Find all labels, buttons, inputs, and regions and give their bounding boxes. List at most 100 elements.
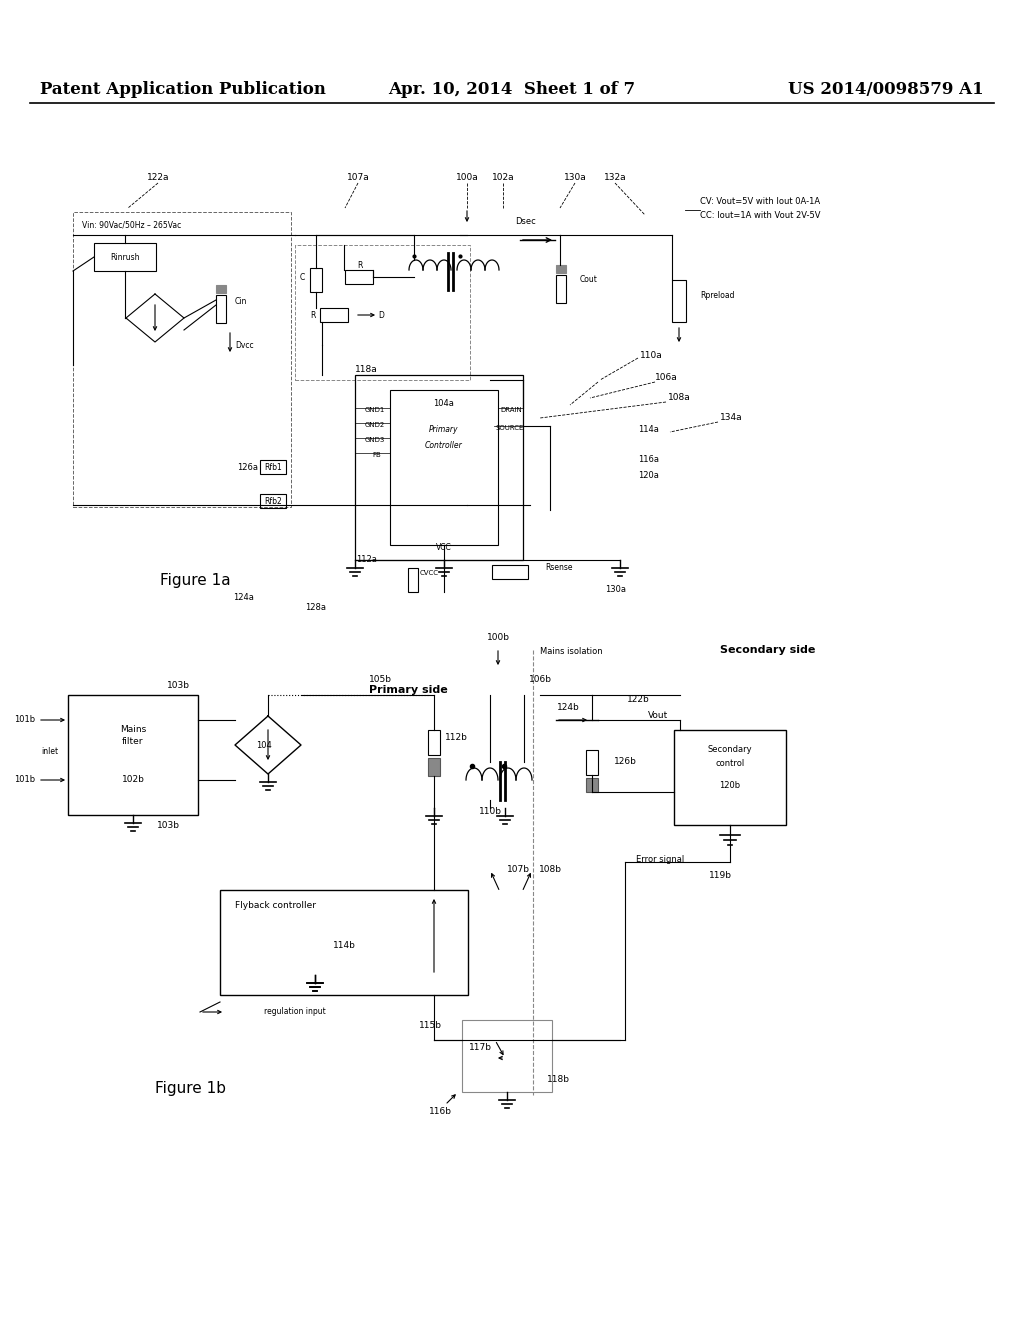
Bar <box>672 280 686 322</box>
Text: Rfb2: Rfb2 <box>264 498 282 507</box>
Text: Vin: 90Vac/50Hz – 265Vac: Vin: 90Vac/50Hz – 265Vac <box>82 220 181 230</box>
Text: R: R <box>310 310 316 319</box>
Text: 100a: 100a <box>456 173 478 182</box>
Text: CC: Iout=1A with Vout 2V-5V: CC: Iout=1A with Vout 2V-5V <box>700 210 820 219</box>
Text: 134a: 134a <box>720 413 742 422</box>
Bar <box>492 565 528 579</box>
Text: Rinrush: Rinrush <box>111 252 139 261</box>
Text: regulation input: regulation input <box>264 1007 326 1016</box>
Text: 112a: 112a <box>356 556 377 565</box>
Text: 124b: 124b <box>557 704 580 713</box>
Text: Flyback controller: Flyback controller <box>234 900 316 909</box>
Text: 118b: 118b <box>547 1076 569 1085</box>
Text: 122b: 122b <box>627 696 649 705</box>
Text: C: C <box>300 273 305 282</box>
Bar <box>556 265 566 273</box>
Text: Controller: Controller <box>425 441 463 450</box>
Text: 126b: 126b <box>614 758 637 767</box>
Bar <box>260 494 286 508</box>
Text: inlet: inlet <box>41 747 58 756</box>
Text: DRAIN: DRAIN <box>500 407 522 413</box>
Text: 116b: 116b <box>428 1107 452 1117</box>
Text: Secondary: Secondary <box>708 746 753 755</box>
Text: D: D <box>378 310 384 319</box>
Text: VCC: VCC <box>436 544 452 553</box>
Text: 104a: 104a <box>433 399 455 408</box>
Bar <box>586 750 598 775</box>
Bar <box>94 243 156 271</box>
Bar <box>390 389 498 545</box>
Text: 118a: 118a <box>355 366 378 375</box>
Bar <box>220 890 468 995</box>
Text: Cin: Cin <box>234 297 248 306</box>
Text: Mains: Mains <box>120 726 146 734</box>
Text: Rfb1: Rfb1 <box>264 463 282 473</box>
Text: GND3: GND3 <box>365 437 385 444</box>
Text: 102b: 102b <box>122 776 144 784</box>
Text: 103b: 103b <box>157 821 179 829</box>
Bar <box>462 1020 552 1092</box>
Bar <box>319 308 348 322</box>
Bar <box>428 758 440 776</box>
Text: CV: Vout=5V with Iout 0A-1A: CV: Vout=5V with Iout 0A-1A <box>700 198 820 206</box>
Text: 130a: 130a <box>563 173 587 182</box>
Text: US 2014/0098579 A1: US 2014/0098579 A1 <box>788 82 984 99</box>
Text: 110b: 110b <box>478 808 502 817</box>
Bar <box>408 568 418 591</box>
Text: 107a: 107a <box>347 173 370 182</box>
Text: R: R <box>357 261 362 271</box>
Text: 130a: 130a <box>605 586 627 594</box>
Text: Mains isolation: Mains isolation <box>540 648 603 656</box>
Text: 106a: 106a <box>655 374 678 383</box>
Text: Primary side: Primary side <box>369 685 447 696</box>
Text: 101b: 101b <box>14 776 35 784</box>
Bar <box>310 268 322 292</box>
Text: 107b: 107b <box>507 866 529 874</box>
Text: Dsec: Dsec <box>515 218 536 227</box>
Text: Error signal: Error signal <box>636 855 684 865</box>
Text: 122a: 122a <box>146 173 169 182</box>
Text: Rsense: Rsense <box>545 564 572 573</box>
Text: 114a: 114a <box>638 425 658 434</box>
Text: 106b: 106b <box>528 676 552 685</box>
Text: 117b: 117b <box>469 1044 492 1052</box>
Text: control: control <box>716 759 744 767</box>
Bar <box>68 696 198 814</box>
Bar <box>216 285 226 293</box>
Text: CVCC: CVCC <box>420 570 439 576</box>
Bar <box>674 730 786 825</box>
Text: 120b: 120b <box>720 780 740 789</box>
Bar <box>345 271 373 284</box>
Text: 119b: 119b <box>709 870 731 879</box>
Text: 114b: 114b <box>333 940 355 949</box>
Text: 110a: 110a <box>640 351 663 359</box>
Bar <box>586 777 598 792</box>
Text: 104: 104 <box>256 741 272 750</box>
Text: Rpreload: Rpreload <box>700 290 734 300</box>
Text: Cout: Cout <box>580 276 598 285</box>
Text: 116a: 116a <box>638 455 659 465</box>
Text: Secondary side: Secondary side <box>720 645 815 655</box>
Bar <box>295 246 470 380</box>
Bar <box>73 213 291 507</box>
Text: SOURCE: SOURCE <box>496 425 524 432</box>
Text: 102a: 102a <box>492 173 514 182</box>
Text: FB: FB <box>372 451 381 458</box>
Text: 100b: 100b <box>486 634 510 643</box>
Text: 120a: 120a <box>638 470 658 479</box>
Text: 108a: 108a <box>668 393 691 403</box>
Text: 132a: 132a <box>604 173 627 182</box>
Text: 115b: 115b <box>419 1020 441 1030</box>
Text: Patent Application Publication: Patent Application Publication <box>40 82 326 99</box>
Bar <box>556 275 566 304</box>
Text: 105b: 105b <box>369 676 391 685</box>
Text: Dvcc: Dvcc <box>234 341 254 350</box>
Text: 112b: 112b <box>445 734 468 742</box>
Text: Figure 1a: Figure 1a <box>160 573 230 587</box>
Text: Apr. 10, 2014  Sheet 1 of 7: Apr. 10, 2014 Sheet 1 of 7 <box>388 82 636 99</box>
Text: GND1: GND1 <box>365 407 385 413</box>
Text: Figure 1b: Figure 1b <box>155 1081 226 1096</box>
Bar <box>428 730 440 755</box>
Text: 108b: 108b <box>539 866 561 874</box>
Text: Primary: Primary <box>429 425 459 434</box>
